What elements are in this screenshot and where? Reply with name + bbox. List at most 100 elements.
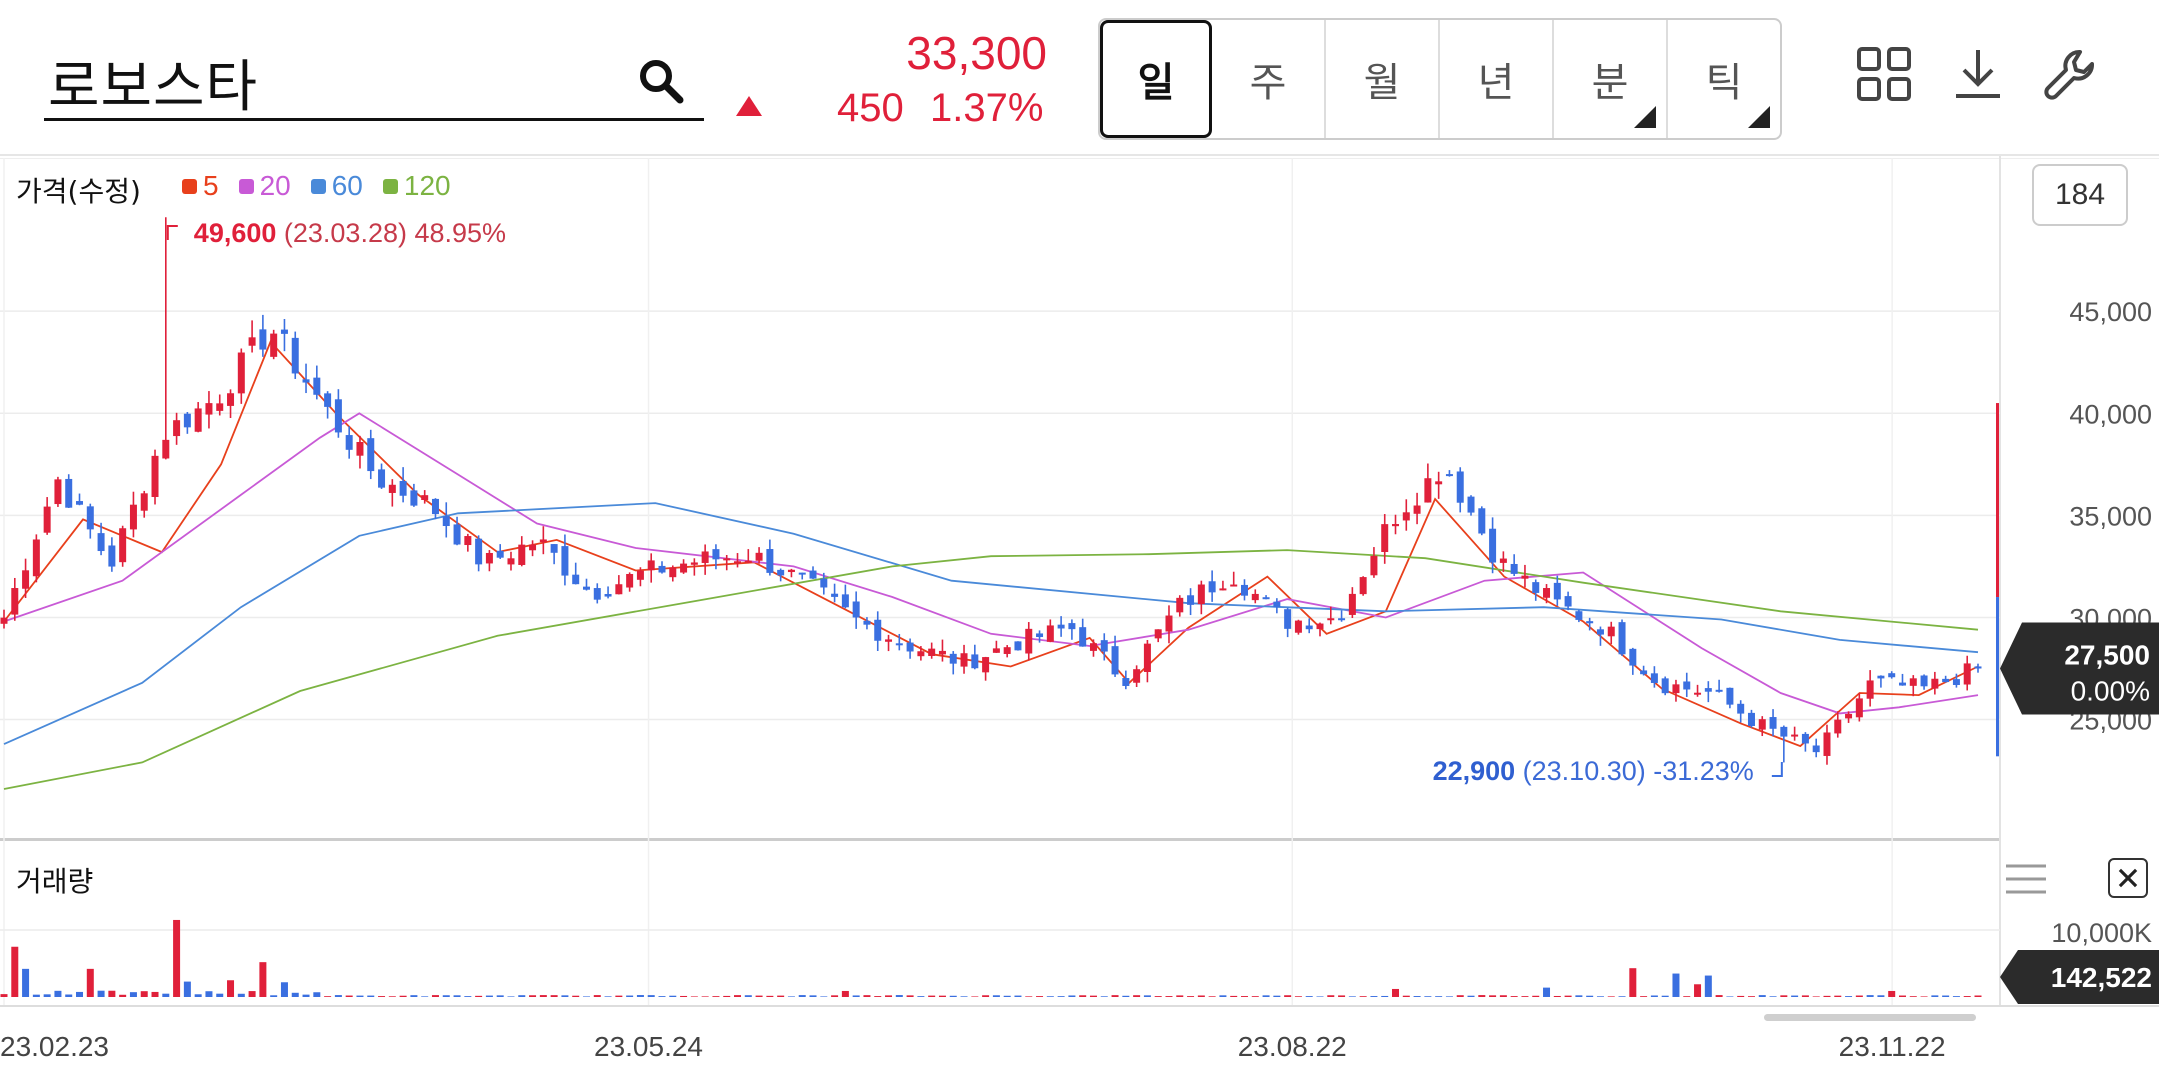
candle-body — [1607, 626, 1615, 637]
volume-bar — [626, 995, 634, 997]
candle-body — [1834, 719, 1842, 734]
legend-item-ma60[interactable]: 60 — [310, 170, 363, 202]
volume-bar — [1370, 996, 1378, 997]
candle-body — [1694, 692, 1702, 695]
volume-bar — [938, 995, 946, 997]
legend-item-ma20[interactable]: 20 — [238, 170, 291, 202]
volume-bar — [636, 995, 644, 997]
volume-bar — [1737, 995, 1745, 997]
candle-body — [119, 528, 127, 563]
candle-body — [1931, 678, 1939, 689]
volume-bar — [1553, 995, 1561, 997]
tab-label: 분 — [1591, 60, 1629, 106]
volume-bar — [1704, 975, 1712, 997]
candle-body — [1683, 681, 1691, 690]
x-tick-label: 23.08.22 — [1238, 1031, 1347, 1062]
volume-bar — [1909, 996, 1917, 997]
current-price-tag — [2000, 622, 2159, 715]
candle-body — [690, 562, 698, 565]
candle-body — [194, 408, 202, 432]
volume-bar — [1672, 973, 1680, 997]
volume-bar — [949, 995, 957, 997]
candle-body — [1801, 733, 1809, 744]
download-icon[interactable] — [1950, 46, 2006, 102]
volume-bar — [1607, 996, 1615, 997]
volume-bar — [1931, 995, 1939, 997]
candle-body — [496, 550, 504, 558]
candle-body — [777, 569, 785, 576]
volume-bar — [367, 995, 375, 997]
volume-bar — [604, 996, 612, 997]
volume-bar — [1629, 968, 1637, 997]
volume-bar — [960, 996, 968, 997]
volume-bar — [1456, 995, 1464, 997]
tab-day[interactable]: 일 — [1100, 20, 1212, 138]
volume-bar — [852, 995, 860, 997]
candle-body — [809, 570, 817, 579]
volume-bar — [1284, 995, 1292, 997]
candle-body — [1877, 675, 1885, 679]
candle-body — [1197, 584, 1205, 605]
candle-count-button[interactable]: 184 — [2032, 164, 2128, 226]
volume-bar — [1747, 996, 1755, 997]
x-tick-label: 23.02.23 — [0, 1031, 109, 1062]
volume-bar — [798, 995, 806, 997]
range-bar-up — [1996, 403, 1999, 598]
volume-bar — [1348, 996, 1356, 997]
candle-body — [378, 469, 386, 488]
tab-month[interactable]: 월 — [1326, 20, 1440, 138]
volume-bar — [194, 994, 202, 997]
volume-bar — [65, 994, 73, 997]
low-marker-icon — [1771, 762, 1783, 777]
legend-item-ma5[interactable]: 5 — [182, 170, 219, 202]
candle-body — [1338, 618, 1346, 621]
volume-bar — [809, 995, 817, 997]
search-icon[interactable] — [636, 56, 686, 106]
candle-body — [582, 586, 590, 590]
stock-search-input[interactable]: 로보스타 — [48, 55, 259, 120]
range-bar-down — [1996, 597, 1999, 757]
candle-body — [1100, 640, 1108, 652]
volume-bar — [777, 995, 785, 997]
volume-bar — [173, 919, 181, 997]
tab-tick[interactable]: 틱 — [1668, 20, 1780, 138]
legend-item-ma120[interactable]: 120 — [382, 170, 451, 202]
close-icon[interactable] — [2108, 858, 2148, 898]
volume-bar — [982, 995, 990, 997]
volume-bar — [453, 995, 461, 997]
candle-body — [852, 601, 860, 618]
candle-body — [431, 498, 439, 515]
volume-bar — [593, 995, 601, 997]
candle-body — [1046, 625, 1054, 642]
volume-bar — [1230, 995, 1238, 997]
volume-bar — [1445, 996, 1453, 997]
volume-bar — [518, 995, 526, 997]
wrench-icon[interactable] — [2042, 46, 2098, 102]
tab-week[interactable]: 주 — [1212, 20, 1326, 138]
volume-bar — [1478, 995, 1486, 997]
bottom-axis-line — [0, 1005, 2159, 1007]
volume-bar — [1952, 996, 1960, 997]
candle-body — [237, 352, 245, 394]
volume-bar — [690, 996, 698, 997]
candle-body — [485, 552, 493, 564]
x-tick-label: 23.05.24 — [594, 1031, 703, 1062]
candle-body — [97, 533, 105, 552]
volume-bar — [1920, 996, 1928, 997]
tab-minute[interactable]: 분 — [1554, 20, 1668, 138]
volume-bar — [1780, 995, 1788, 997]
grid-icon[interactable] — [1856, 46, 1912, 102]
x-tick-label: 23.11.22 — [1839, 1031, 1946, 1062]
menu-icon[interactable] — [2006, 862, 2046, 896]
volume-bar — [550, 995, 558, 997]
candle-body — [1111, 646, 1119, 675]
candle-body — [766, 549, 774, 573]
volume-bar — [971, 996, 979, 997]
candle-body — [561, 546, 569, 576]
volume-bar — [1036, 996, 1044, 997]
volume-bar — [917, 996, 925, 997]
volume-bar — [1596, 996, 1604, 997]
tab-year[interactable]: 년 — [1440, 20, 1554, 138]
